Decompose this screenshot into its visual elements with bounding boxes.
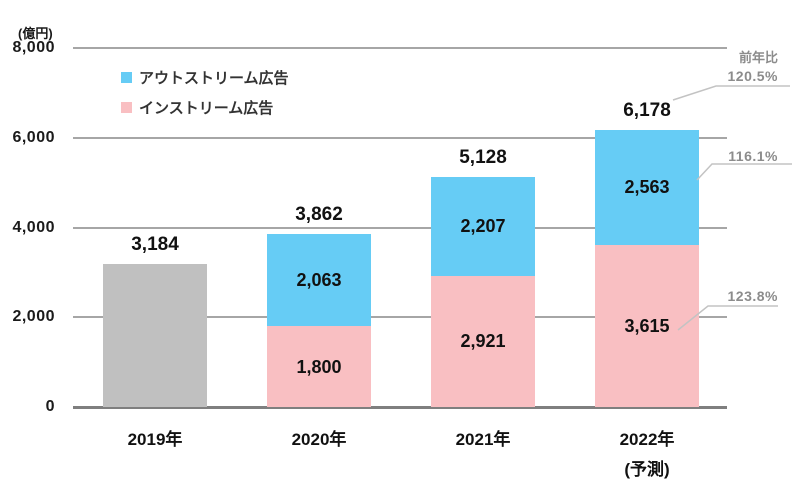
y-tick-label: 8,000 [12,39,55,56]
bar-total-label: 6,178 [623,99,671,121]
bar-segment [103,264,207,407]
bar-segment [431,275,535,407]
bar-total-label: 3,184 [131,234,179,256]
segment-value-label: 2,921 [460,331,506,352]
yoy-header: 前年比 [738,50,778,65]
x-axis-sublabel: (予測) [624,460,670,479]
leader-line-total [672,85,790,101]
segment-value-label: 2,563 [624,177,670,198]
y-tick-label: 6,000 [12,128,55,146]
x-axis-label: 2021年 [455,430,511,449]
segment-value-label: 1,800 [296,356,342,377]
leader-line-outstream [696,163,792,181]
legend-swatch-instream [121,102,132,113]
legend-item-outstream: アウトストリーム広告 [121,68,289,87]
segment-value-label: 3,615 [624,315,670,336]
segment-value-label: 2,063 [296,269,342,290]
legend-swatch-outstream [121,72,132,83]
gridline-8000 [73,47,727,49]
bar-segment [267,233,371,327]
yoy-percent-label: 120.5% [727,68,778,84]
bar-segment [595,129,699,245]
x-axis-label: 2020年 [291,430,347,449]
x-axis-label: 2022年 [619,430,675,449]
gridline-6000 [73,136,727,139]
bar-segment [431,176,535,276]
gridline-2000 [73,316,727,319]
y-axis-unit-label: (億円) [18,26,53,41]
legend-label-outstream: アウトストリーム広告 [139,70,289,87]
y-tick-label: 0 [45,398,55,415]
segment-value-label: 2,207 [460,216,506,237]
legend-label-instream: インストリーム広告 [139,100,274,117]
yoy-percent-label: 116.1% [728,148,778,164]
gridline-4000 [73,226,727,229]
x-axis-label: 2019年 [127,430,183,449]
y-tick-label: 4,000 [12,218,55,236]
y-tick-label: 2,000 [12,308,55,326]
bar-segment [267,326,371,407]
bar-total-label: 5,128 [459,146,507,168]
x-axis-line [73,405,727,409]
yoy-percent-label: 123.8% [727,288,778,304]
bar-total-label: 3,862 [295,203,343,225]
legend: アウトストリーム広告 インストリーム広告 [121,68,289,128]
legend-item-instream: インストリーム広告 [121,98,289,117]
